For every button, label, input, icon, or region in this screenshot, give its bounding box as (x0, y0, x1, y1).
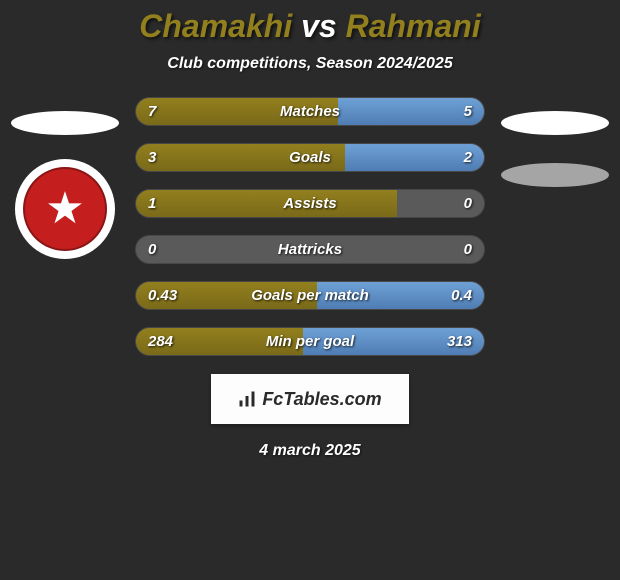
footer-attribution: FcTables.com (211, 374, 409, 424)
stat-value-right: 313 (447, 328, 472, 355)
player1-name: Chamakhi (139, 8, 292, 44)
left-column: ★ (0, 97, 130, 259)
player2-name: Rahmani (346, 8, 481, 44)
right-column (490, 97, 620, 187)
stat-rows: 7Matches53Goals21Assists00Hattricks00.43… (135, 97, 485, 356)
stat-row: 0Hattricks0 (135, 235, 485, 264)
chart-canvas: ★ 7Matches53Goals21Assists00Hattricks00.… (0, 97, 620, 356)
stat-label: Min per goal (136, 328, 484, 355)
star-icon: ★ (45, 187, 84, 231)
stat-label: Goals per match (136, 282, 484, 309)
stat-label: Matches (136, 98, 484, 125)
comparison-title: Chamakhi vs Rahmani (0, 0, 620, 45)
badge-inner: ★ (23, 167, 107, 251)
stat-row: 284Min per goal313 (135, 327, 485, 356)
stat-row: 0.43Goals per match0.4 (135, 281, 485, 310)
date-text: 4 march 2025 (0, 442, 620, 460)
stat-value-right: 2 (464, 144, 472, 171)
stat-value-right: 5 (464, 98, 472, 125)
player2-placeholder-oval (501, 111, 609, 135)
stat-row: 1Assists0 (135, 189, 485, 218)
stats-icon (238, 390, 256, 408)
subtitle: Club competitions, Season 2024/2025 (0, 55, 620, 73)
stat-label: Assists (136, 190, 484, 217)
player1-placeholder-oval (11, 111, 119, 135)
footer-text: FcTables.com (262, 389, 381, 410)
stat-label: Goals (136, 144, 484, 171)
stat-value-right: 0.4 (451, 282, 472, 309)
player2-club-placeholder-oval (501, 163, 609, 187)
stat-row: 3Goals2 (135, 143, 485, 172)
vs-text: vs (301, 8, 337, 44)
player1-club-badge: ★ (15, 159, 115, 259)
stat-value-right: 0 (464, 236, 472, 263)
stat-row: 7Matches5 (135, 97, 485, 126)
stat-value-right: 0 (464, 190, 472, 217)
stat-label: Hattricks (136, 236, 484, 263)
